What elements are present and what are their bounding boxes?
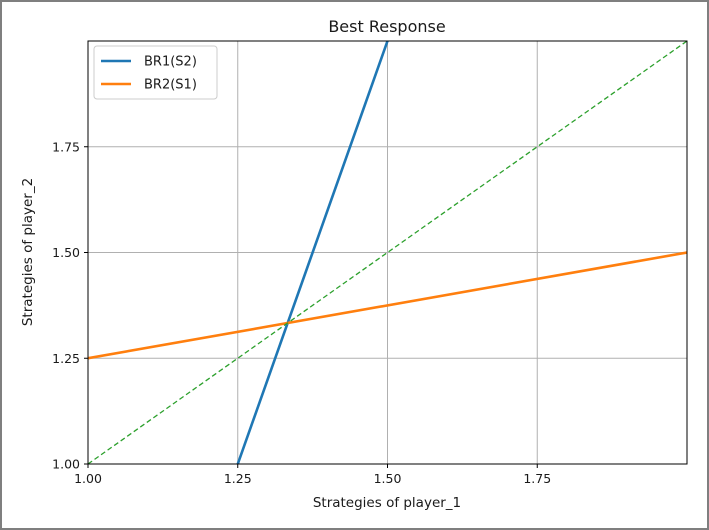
y-tick-label: 1.00 <box>52 457 80 472</box>
legend-label: BR1(S2) <box>144 55 197 70</box>
legend-box <box>93 45 218 100</box>
grid-lines <box>87 41 687 465</box>
chart-title: Best Response <box>328 17 445 36</box>
x-axis-label: Strategies of player_1 <box>313 495 461 511</box>
y-tick-label: 1.50 <box>52 245 80 260</box>
y-tick-label: 1.25 <box>52 351 80 366</box>
y-axis-label: Strategies of player_2 <box>20 178 36 326</box>
x-tick-label: 1.75 <box>523 471 551 486</box>
diagonal-reference-line <box>88 41 687 464</box>
legend: BR1(S2) BR2(S1) <box>93 45 218 100</box>
x-tick-label: 1.25 <box>224 471 252 486</box>
series-line-br1-s2 <box>236 41 389 464</box>
axis-ticks: 1.00 1.25 1.50 1.75 1.00 1.25 1.50 1.75 <box>52 139 551 486</box>
legend-label: BR2(S1) <box>144 78 197 93</box>
x-tick-label: 1.50 <box>374 471 402 486</box>
y-tick-label: 1.75 <box>52 139 80 154</box>
series-line-br2-s1 <box>88 251 687 360</box>
series-lines <box>88 41 687 464</box>
x-tick-label: 1.00 <box>74 471 102 486</box>
